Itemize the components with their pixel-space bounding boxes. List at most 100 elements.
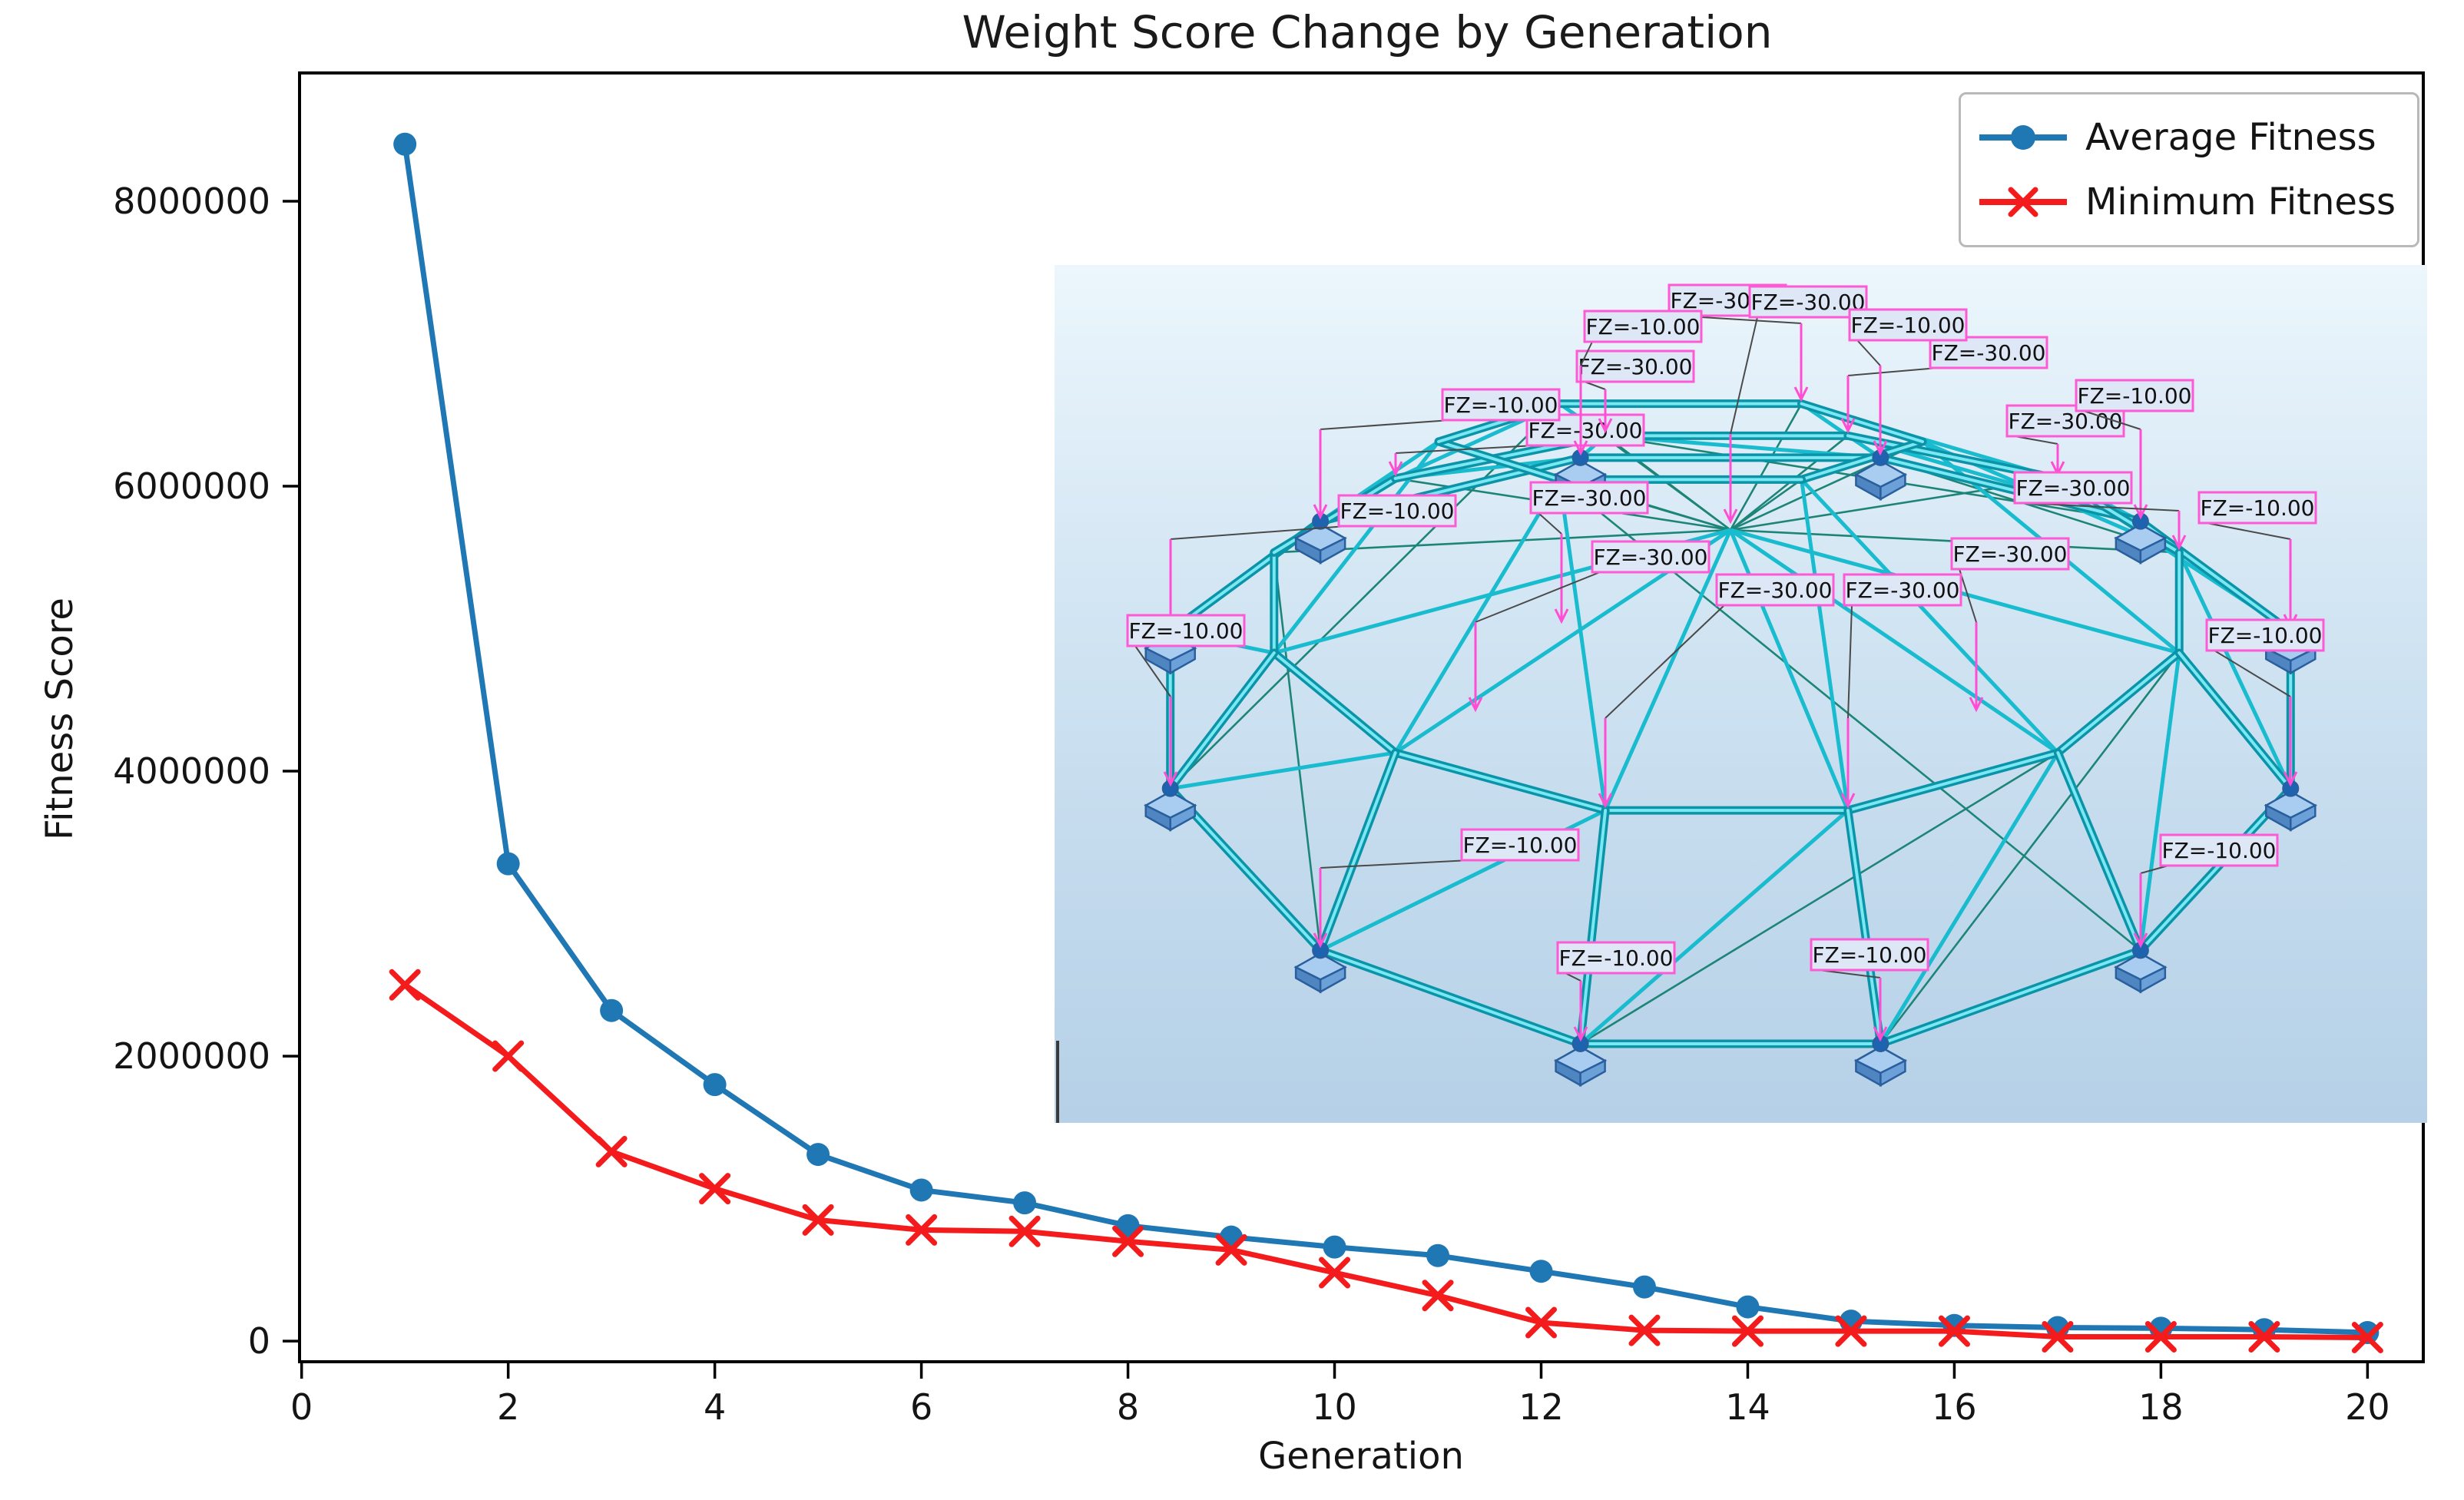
- force-label: FZ=-10.00: [1558, 945, 1673, 971]
- support-marker: [1553, 1035, 1608, 1088]
- minimum-fitness-marker: [1319, 1257, 1351, 1289]
- force-label: FZ=-30.00: [1532, 485, 1646, 511]
- support-right-face: [1169, 647, 1196, 675]
- label-leader-line: [1475, 571, 1601, 623]
- minimum-fitness-marker: [1008, 1215, 1041, 1247]
- minimum-fitness-marker: [2248, 1321, 2280, 1353]
- force-label: FZ=-10.00: [1128, 618, 1243, 644]
- force-label-box: [1950, 537, 2070, 571]
- dome-brace: [1879, 652, 2181, 1045]
- load-arrow-head: [2283, 771, 2298, 787]
- support-right-face: [1879, 472, 1906, 502]
- force-label-box: [1848, 308, 1968, 342]
- average-fitness-marker: [806, 1143, 830, 1167]
- label-leader-line: [1847, 604, 1853, 719]
- label-leader-line: [1818, 969, 1881, 978]
- force-label: FZ=-10.00: [1340, 498, 1454, 524]
- force-label-box: [1556, 941, 1676, 975]
- y-tick-label: 0: [248, 1320, 270, 1362]
- label-leader-line: [2206, 522, 2291, 540]
- label-leader-line: [1134, 645, 1171, 697]
- y-tick-label: 2000000: [113, 1035, 270, 1077]
- dome-member: [1800, 478, 2060, 754]
- support-right-face: [2290, 803, 2317, 832]
- force-label: FZ=-30.00: [1845, 578, 1959, 603]
- dome-member: [2178, 651, 2293, 790]
- dome-brace: [1273, 552, 1322, 951]
- force-label: FZ=-10.00: [1585, 314, 1700, 339]
- support-marker: [2264, 780, 2317, 832]
- legend-label-average: Average Fitness: [2085, 116, 2376, 159]
- support-right-face: [2139, 965, 2167, 994]
- label-leader-line: [1170, 525, 1347, 540]
- load-arrow-head: [2133, 932, 2148, 949]
- y-tick-label: 4000000: [113, 750, 270, 792]
- force-label: FZ=-10.00: [1812, 942, 1926, 968]
- support-marker: [2114, 512, 2168, 565]
- label-leader-line: [1856, 339, 1881, 366]
- x-tick-label: 2: [497, 1386, 519, 1428]
- force-label-box: [2205, 618, 2325, 652]
- dome-member: [2138, 652, 2181, 951]
- load-arrow-head: [1573, 440, 1588, 456]
- average-fitness-marker: [703, 1073, 727, 1097]
- load-arrow-head: [1598, 793, 1613, 809]
- force-label-box: [2013, 471, 2133, 505]
- dome-member: [1319, 949, 1582, 1045]
- label-leader-line: [1395, 445, 1535, 454]
- support-right-face: [1579, 1058, 1606, 1088]
- load-arrow-head: [2171, 535, 2187, 551]
- average-fitness-marker: [1632, 1275, 1656, 1299]
- force-label-box: [1748, 285, 1868, 319]
- legend-entry-minimum: Minimum Fitness: [1973, 170, 2409, 234]
- label-leader-line: [2214, 650, 2291, 697]
- label-leader-line: [2022, 502, 2180, 512]
- dome-member: [1800, 440, 1924, 482]
- x-axis-title: Generation: [1258, 1435, 1464, 1478]
- force-label: FZ=-30.00: [2015, 475, 2130, 501]
- force-label: FZ=-10.00: [1850, 313, 1965, 338]
- label-leader-line: [1730, 316, 1758, 435]
- x-tick-label: 4: [704, 1386, 726, 1428]
- dome-member: [1168, 651, 1276, 790]
- dome-model-drawing: FZ=-30.00 FZ=-30.00 FZ=-30.00 FZ=-30.00 FZ=-…: [1056, 283, 2325, 1123]
- average-fitness-marker: [1529, 1260, 1553, 1283]
- force-label: FZ=-10.00: [2207, 623, 2322, 648]
- label-leader-line: [1847, 367, 1939, 376]
- force-label: FZ=-30.00: [1952, 541, 2067, 567]
- load-arrow-head: [1388, 461, 1403, 477]
- minimum-fitness-marker: [1628, 1314, 1661, 1346]
- x-tick-label: 20: [2345, 1386, 2390, 1428]
- force-label-box: [1529, 481, 1649, 515]
- dome-brace: [1730, 478, 1803, 531]
- minimum-fitness-marker: [2351, 1321, 2383, 1353]
- support-marker: [1853, 1035, 1908, 1088]
- minimum-fitness-marker: [2042, 1321, 2074, 1353]
- dome-member: [1800, 479, 1850, 811]
- dome-member: [2177, 551, 2293, 790]
- minimum-fitness-marker: [2144, 1321, 2177, 1353]
- force-label-box: [2159, 833, 2279, 867]
- minimum-fitness-line: [402, 982, 2370, 1340]
- legend-swatch-minimum-line-x-icon: [1979, 187, 2067, 217]
- support-right-face: [1319, 965, 1346, 994]
- minimum-fitness-marker: [389, 969, 421, 1001]
- force-label: FZ=-10.00: [2077, 383, 2191, 409]
- x-tick-label: 14: [1725, 1386, 1770, 1428]
- dome-brace: [1273, 528, 1731, 554]
- x-tick-label: 10: [1312, 1386, 1357, 1428]
- minimum-fitness-marker: [802, 1204, 834, 1236]
- label-leader-line: [1538, 512, 1562, 535]
- dome-member: [1879, 751, 2060, 1045]
- minimum-fitness-marker: [1525, 1306, 1558, 1339]
- minimum-fitness-marker: [1731, 1315, 1764, 1347]
- label-leader-line: [1565, 972, 1581, 982]
- dome-brace: [1729, 402, 1803, 531]
- chart-title: Weight Score Change by Generation: [962, 6, 1773, 58]
- force-label-box: [1843, 573, 1962, 607]
- average-fitness-marker: [1426, 1243, 1450, 1267]
- dome-member: [1578, 809, 1608, 1045]
- support-right-face: [1319, 536, 1346, 565]
